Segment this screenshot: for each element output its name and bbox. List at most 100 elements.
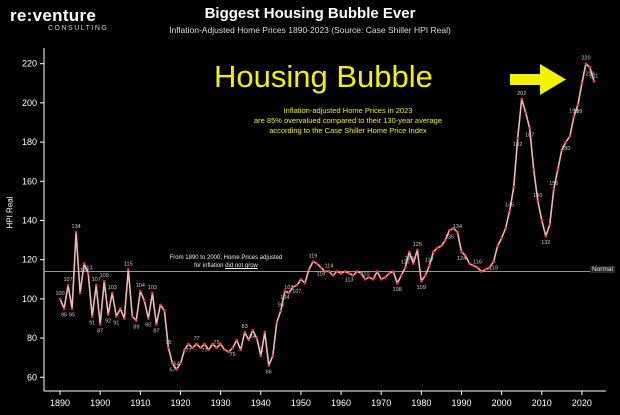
- data-label: 91: [89, 321, 95, 327]
- data-point: [155, 323, 158, 326]
- data-label: 100: [55, 291, 64, 297]
- x-tick-label: 2020: [572, 398, 592, 408]
- data-label: 87: [153, 328, 159, 334]
- data-point: [299, 277, 303, 281]
- data-label: 92: [105, 319, 111, 325]
- data-point: [588, 66, 592, 69]
- data-point: [279, 309, 283, 312]
- data-point: [548, 223, 552, 226]
- data-point: [460, 250, 463, 254]
- data-point: [122, 317, 126, 320]
- data-labels: 1009510795134118113911078710992103911158…: [55, 56, 598, 376]
- data-point: [295, 283, 299, 287]
- data-point: [187, 342, 190, 346]
- overvalued-annotation: Inflation-adjusted Home Prices in 2023 a…: [218, 106, 478, 136]
- x-tick-label: 1910: [130, 398, 150, 408]
- data-point: [287, 291, 291, 295]
- data-label: 89: [133, 324, 139, 330]
- data-point: [303, 281, 307, 285]
- data-point: [139, 289, 142, 293]
- data-point: [90, 315, 94, 318]
- data-point: [576, 103, 580, 107]
- data-label: 75: [230, 352, 236, 358]
- x-tick-label: 1950: [291, 398, 311, 408]
- data-point: [143, 299, 146, 303]
- data-point: [175, 368, 178, 371]
- x-tick-label: 2010: [532, 398, 552, 408]
- data-point: [195, 342, 198, 346]
- data-label: 134: [453, 224, 462, 230]
- data-point: [476, 266, 479, 269]
- data-label: 180: [561, 146, 570, 152]
- x-tick-label: 1970: [371, 398, 391, 408]
- y-tick-label: 160: [22, 176, 37, 186]
- x-tick-label: 1990: [451, 398, 471, 408]
- data-point: [532, 168, 536, 171]
- note-line: for inflation did not grow: [146, 262, 306, 270]
- data-label: 202: [517, 91, 526, 97]
- x-tick-label: 1920: [170, 398, 190, 408]
- data-point: [492, 260, 495, 263]
- data-point: [231, 346, 234, 350]
- data-label: 107: [92, 277, 101, 283]
- data-label: 199: [573, 109, 582, 115]
- y-tick-label: 220: [22, 59, 37, 69]
- y-tick-label: 180: [22, 137, 37, 147]
- x-tick-label: 2000: [492, 398, 512, 408]
- data-point: [412, 262, 415, 265]
- data-label: 187: [525, 132, 534, 138]
- data-point: [552, 187, 556, 191]
- data-point: [416, 248, 419, 252]
- data-point: [536, 199, 540, 203]
- data-point: [94, 283, 98, 287]
- data-label: 116: [317, 272, 326, 278]
- data-point: [516, 136, 519, 140]
- data-point: [235, 338, 238, 342]
- data-point: [371, 277, 375, 281]
- data-point: [387, 272, 391, 275]
- x-tick-label: 1980: [411, 398, 431, 408]
- data-point: [147, 317, 150, 320]
- data-point: [428, 264, 431, 267]
- data-label: 87: [97, 328, 103, 334]
- data-point: [484, 268, 487, 271]
- data-label: 77: [193, 336, 199, 342]
- data-point: [66, 283, 70, 287]
- y-tick-label: 100: [22, 294, 37, 304]
- data-label: 95: [69, 313, 75, 319]
- data-point: [227, 350, 230, 354]
- data-label: 104: [136, 283, 145, 289]
- note-line: From 1890 to 2000, Home Prices adjusted: [169, 255, 283, 261]
- data-label: 119: [309, 254, 318, 260]
- data-point: [58, 297, 62, 301]
- data-point: [363, 277, 367, 281]
- data-label: 108: [393, 287, 402, 293]
- data-point: [159, 303, 162, 307]
- data-label: 135: [445, 234, 454, 240]
- data-point: [560, 148, 564, 152]
- data-point: [355, 270, 359, 273]
- data-label: 118: [80, 268, 89, 274]
- arrow-icon: [510, 64, 566, 95]
- data-point: [131, 315, 134, 318]
- chart-axes: 1890 1900 1910 1920 1930 1940 1950 1960 1970 1980…: [22, 48, 606, 408]
- data-label: 211: [590, 73, 599, 79]
- data-point: [504, 227, 507, 230]
- data-point: [436, 246, 439, 250]
- data-label: 75: [214, 340, 220, 346]
- data-point: [500, 236, 503, 240]
- data-label: 103: [148, 285, 157, 291]
- y-tick-label: 200: [22, 98, 37, 108]
- x-tick-label: 1890: [50, 398, 70, 408]
- data-label: 104: [280, 295, 289, 301]
- data-point: [211, 342, 214, 346]
- data-point: [464, 254, 467, 258]
- data-label: 145: [505, 203, 514, 209]
- data-point: [78, 291, 82, 295]
- data-point: [367, 276, 371, 279]
- data-point: [311, 260, 315, 263]
- hpi-series: [58, 62, 596, 371]
- data-point: [508, 209, 511, 212]
- data-point: [215, 346, 218, 350]
- data-point: [327, 270, 331, 273]
